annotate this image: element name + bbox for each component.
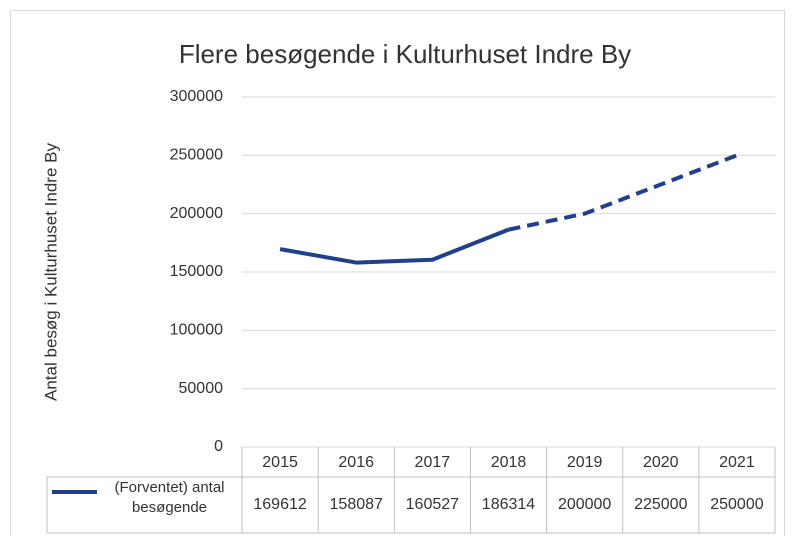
x-tick-label: 2016	[338, 454, 374, 471]
legend-label: (Forventet) antal besøgende	[114, 479, 225, 516]
chart-border	[10, 10, 785, 536]
y-tick-label: 0	[214, 438, 223, 455]
x-tick-label: 2017	[415, 454, 451, 471]
table-value: 158087	[330, 496, 383, 513]
x-tick-label: 2020	[643, 454, 679, 471]
x-tick-label: 2018	[491, 454, 527, 471]
y-axis-label: Antal besøg i Kulturhuset Indre By	[41, 143, 60, 401]
chart-title: Flere besøgende i Kulturhuset Indre By	[179, 39, 631, 69]
y-tick-label: 150000	[170, 263, 223, 280]
table-value: 200000	[558, 496, 611, 513]
x-tick-label: 2019	[567, 454, 603, 471]
y-tick-label: 50000	[179, 380, 224, 397]
y-tick-label: 200000	[170, 205, 223, 222]
table-value: 250000	[710, 496, 763, 513]
table-value: 225000	[634, 496, 687, 513]
table-value: 160527	[406, 496, 459, 513]
y-tick-label: 300000	[170, 88, 223, 105]
y-tick-label: 250000	[170, 147, 223, 164]
x-tick-label: 2015	[262, 454, 298, 471]
x-tick-label: 2021	[719, 454, 755, 471]
line-series-forecast	[508, 153, 738, 232]
table-value: 186314	[482, 496, 535, 513]
line-series	[279, 227, 510, 265]
y-tick-label: 100000	[170, 322, 223, 339]
table-value: 169612	[253, 496, 306, 513]
